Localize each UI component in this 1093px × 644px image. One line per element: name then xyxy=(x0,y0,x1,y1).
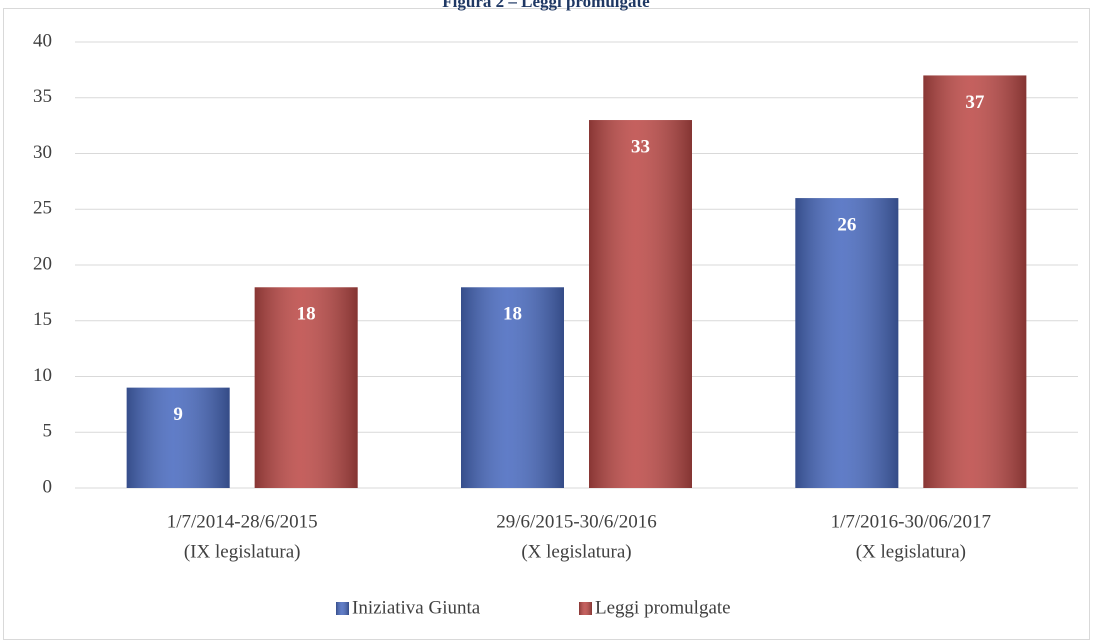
data-label: 18 xyxy=(503,304,522,325)
x-tick-label: 1/7/2014-28/6/2015 xyxy=(167,511,318,532)
y-tick-label: 30 xyxy=(33,142,52,163)
x-tick-label: (X legislatura) xyxy=(521,541,631,562)
data-label: 37 xyxy=(965,92,985,113)
chart-title: Figura 2 – Leggi promulgate xyxy=(442,0,650,11)
bar-shade xyxy=(126,387,230,488)
y-tick-label: 25 xyxy=(33,198,52,219)
x-tick-label: (IX legislatura) xyxy=(184,541,301,562)
x-tick-label: 1/7/2016-30/06/2017 xyxy=(831,511,991,532)
y-tick-label: 35 xyxy=(33,86,52,107)
legend-swatch-shade xyxy=(579,602,592,615)
y-tick-label: 15 xyxy=(33,309,52,330)
y-tick-label: 10 xyxy=(33,365,52,386)
data-label: 26 xyxy=(837,214,856,235)
bar-shade xyxy=(795,198,899,488)
y-tick-label: 0 xyxy=(43,476,53,497)
x-tick-label: (X legislatura) xyxy=(856,541,966,562)
y-tick-label: 40 xyxy=(33,30,52,51)
data-label: 18 xyxy=(297,304,316,325)
x-tick-label: 29/6/2015-30/6/2016 xyxy=(496,511,656,532)
y-tick-label: 20 xyxy=(33,253,52,274)
legend-label: Leggi promulgate xyxy=(595,597,731,618)
data-label: 33 xyxy=(631,136,650,157)
bar-shade xyxy=(461,287,564,488)
y-tick-label: 5 xyxy=(43,421,53,442)
bar-shade xyxy=(923,75,1027,488)
bar-shade xyxy=(589,120,692,489)
legend-label: Iniziativa Giunta xyxy=(352,597,481,618)
bar-shade xyxy=(254,287,358,488)
legend-swatch-shade xyxy=(336,602,349,615)
data-label: 9 xyxy=(173,404,183,425)
